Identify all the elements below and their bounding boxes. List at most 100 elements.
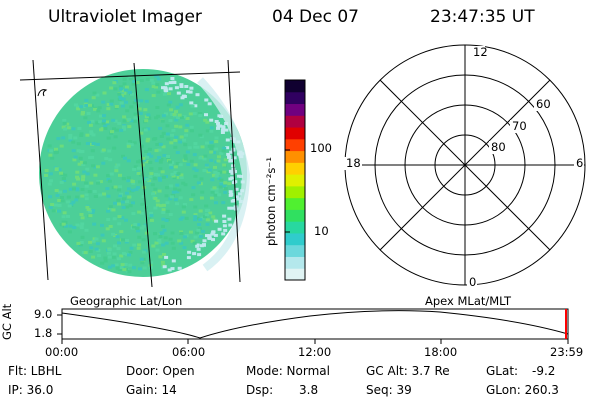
speckle-pixel xyxy=(97,254,102,258)
speckle-pixel xyxy=(172,176,177,180)
speckle-pixel xyxy=(88,250,93,253)
speckle-pixel xyxy=(228,223,233,227)
speckle-pixel xyxy=(168,197,173,201)
speckle-pixel xyxy=(124,85,129,89)
speckle-pixel xyxy=(203,215,207,219)
speckle-pixel xyxy=(102,91,107,95)
speckle-pixel xyxy=(116,163,121,167)
color-bar-band xyxy=(285,150,305,163)
speckle-pixel xyxy=(127,187,131,191)
speckle-pixel xyxy=(112,146,117,150)
speckle-pixel xyxy=(140,226,145,230)
speckle-pixel xyxy=(75,175,79,179)
speckle-pixel xyxy=(113,201,118,205)
speckle-pixel xyxy=(153,197,158,200)
speckle-pixel xyxy=(109,102,114,106)
filter-info: Flt: LBHL xyxy=(8,364,62,378)
speckle-pixel xyxy=(181,205,186,209)
speckle-pixel xyxy=(154,173,158,176)
speckle-pixel xyxy=(106,136,111,140)
speckle-pixel xyxy=(124,218,128,222)
time-label: 23:47:35 UT xyxy=(430,7,535,27)
speckle-pixel xyxy=(162,253,166,256)
speckle-pixel xyxy=(47,144,52,148)
speckle-pixel xyxy=(231,164,235,168)
speckle-pixel xyxy=(117,202,121,206)
speckle-pixel xyxy=(133,165,138,169)
speckle-pixel xyxy=(213,193,218,197)
speckle-pixel xyxy=(229,193,234,196)
speckle-pixel xyxy=(163,236,168,240)
speckle-pixel xyxy=(174,118,179,122)
speckle-pixel xyxy=(126,159,131,163)
label-bg xyxy=(574,157,584,170)
colorbar-label-100: 100 xyxy=(310,141,332,155)
speckle-pixel xyxy=(155,203,160,207)
speckle-pixel xyxy=(166,103,171,107)
speckle-pixel xyxy=(162,228,167,232)
speckle-pixel xyxy=(195,231,199,235)
speckle-pixel xyxy=(80,216,85,220)
speckle-pixel xyxy=(210,188,215,192)
speckle-pixel xyxy=(196,181,201,185)
timeline-ylabel: GC Alt xyxy=(0,303,14,340)
speckle-pixel xyxy=(168,160,172,164)
speckle-pixel xyxy=(143,128,148,132)
speckle-pixel xyxy=(61,177,66,180)
speckle-pixel xyxy=(178,163,183,167)
speckle-pixel xyxy=(156,114,161,118)
speckle-pixel xyxy=(132,101,137,105)
speckle-pixel xyxy=(107,179,112,183)
speckle-pixel xyxy=(138,180,142,184)
speckle-pixel xyxy=(75,195,80,199)
speckle-pixel xyxy=(91,239,96,243)
speckle-pixel xyxy=(118,97,123,100)
speckle-pixel xyxy=(216,121,220,125)
speckle-pixel xyxy=(94,247,99,251)
speckle-pixel xyxy=(225,138,230,142)
speckle-pixel xyxy=(62,211,67,215)
speckle-pixel xyxy=(69,202,74,206)
speckle-pixel xyxy=(75,170,80,174)
speckle-pixel xyxy=(84,181,89,185)
speckle-pixel xyxy=(44,169,49,172)
speckle-pixel xyxy=(217,193,222,197)
speckle-pixel xyxy=(162,154,167,157)
speckle-pixel xyxy=(164,241,169,245)
speckle-pixel xyxy=(114,169,119,173)
speckle-pixel xyxy=(193,218,198,222)
mlat-label-70: 70 xyxy=(512,119,527,133)
speckle-pixel xyxy=(173,171,178,174)
speckle-pixel xyxy=(167,268,172,272)
speckle-pixel xyxy=(169,108,174,112)
speckle-pixel xyxy=(132,141,137,145)
speckle-pixel xyxy=(137,243,142,247)
speckle-pixel xyxy=(80,188,85,191)
speckle-pixel xyxy=(77,126,82,130)
speckle-pixel xyxy=(201,229,205,233)
speckle-pixel xyxy=(121,154,125,158)
speckle-pixel xyxy=(204,213,209,217)
speckle-pixel xyxy=(120,200,125,204)
speckle-pixel xyxy=(178,125,183,129)
speckle-pixel xyxy=(104,157,109,161)
speckle-pixel xyxy=(211,230,216,234)
speckle-pixel xyxy=(128,204,133,208)
speckle-pixel xyxy=(198,218,203,222)
speckle-pixel xyxy=(198,133,203,137)
mlt-label-12: 12 xyxy=(473,45,488,59)
speckle-pixel xyxy=(89,181,94,185)
speckle-pixel xyxy=(205,218,210,222)
speckle-pixel xyxy=(62,118,67,122)
speckle-pixel xyxy=(122,127,126,131)
speckle-pixel xyxy=(231,167,236,171)
speckle-pixel xyxy=(93,173,98,177)
earth-panel-caption: Geographic Lat/Lon xyxy=(70,294,183,308)
speckle-pixel xyxy=(106,177,111,181)
speckle-pixel xyxy=(210,178,215,182)
speckle-pixel xyxy=(55,150,59,154)
speckle-pixel xyxy=(130,180,135,183)
speckle-pixel xyxy=(210,144,215,148)
speckle-pixel xyxy=(106,209,111,213)
speckle-pixel xyxy=(55,193,60,197)
